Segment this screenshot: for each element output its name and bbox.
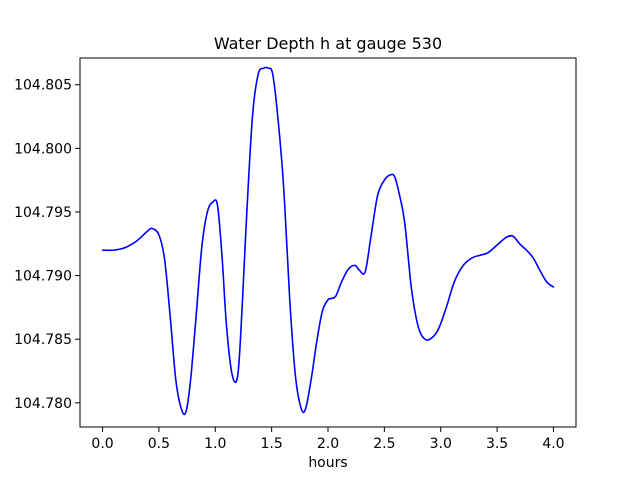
y-tick-label: 104.780 <box>14 396 72 412</box>
series-layer <box>101 66 555 416</box>
x-tick-label: 0.5 <box>148 436 170 452</box>
x-tick-label: 4.0 <box>542 436 564 452</box>
y-axis-ticks: 104.780 104.785 104.790 104.795 104.800 104.8… <box>14 78 80 412</box>
y-tick-label: 104.785 <box>14 332 72 348</box>
x-axis-label: hours <box>308 455 347 471</box>
chart-title: Water Depth h at gauge 530 <box>214 34 442 53</box>
x-tick-label: 2.5 <box>373 436 395 452</box>
x-tick-label: 3.0 <box>430 436 452 452</box>
x-tick-label: 1.5 <box>261 436 283 452</box>
x-tick-label: 3.5 <box>486 436 508 452</box>
y-tick-label: 104.805 <box>14 78 72 94</box>
x-tick-label: 0.0 <box>91 436 113 452</box>
y-tick-label: 104.790 <box>14 269 72 285</box>
y-tick-label: 104.800 <box>14 141 72 157</box>
plot-frame <box>79 57 577 428</box>
x-tick-label: 2.0 <box>317 436 339 452</box>
x-tick-label: 1.0 <box>204 436 226 452</box>
water-depth-series-line <box>101 66 555 416</box>
x-axis-ticks: 0.0 0.5 1.0 1.5 2.0 2.5 3.0 3.5 4.0 <box>91 427 565 452</box>
y-tick-label: 104.795 <box>14 205 72 221</box>
